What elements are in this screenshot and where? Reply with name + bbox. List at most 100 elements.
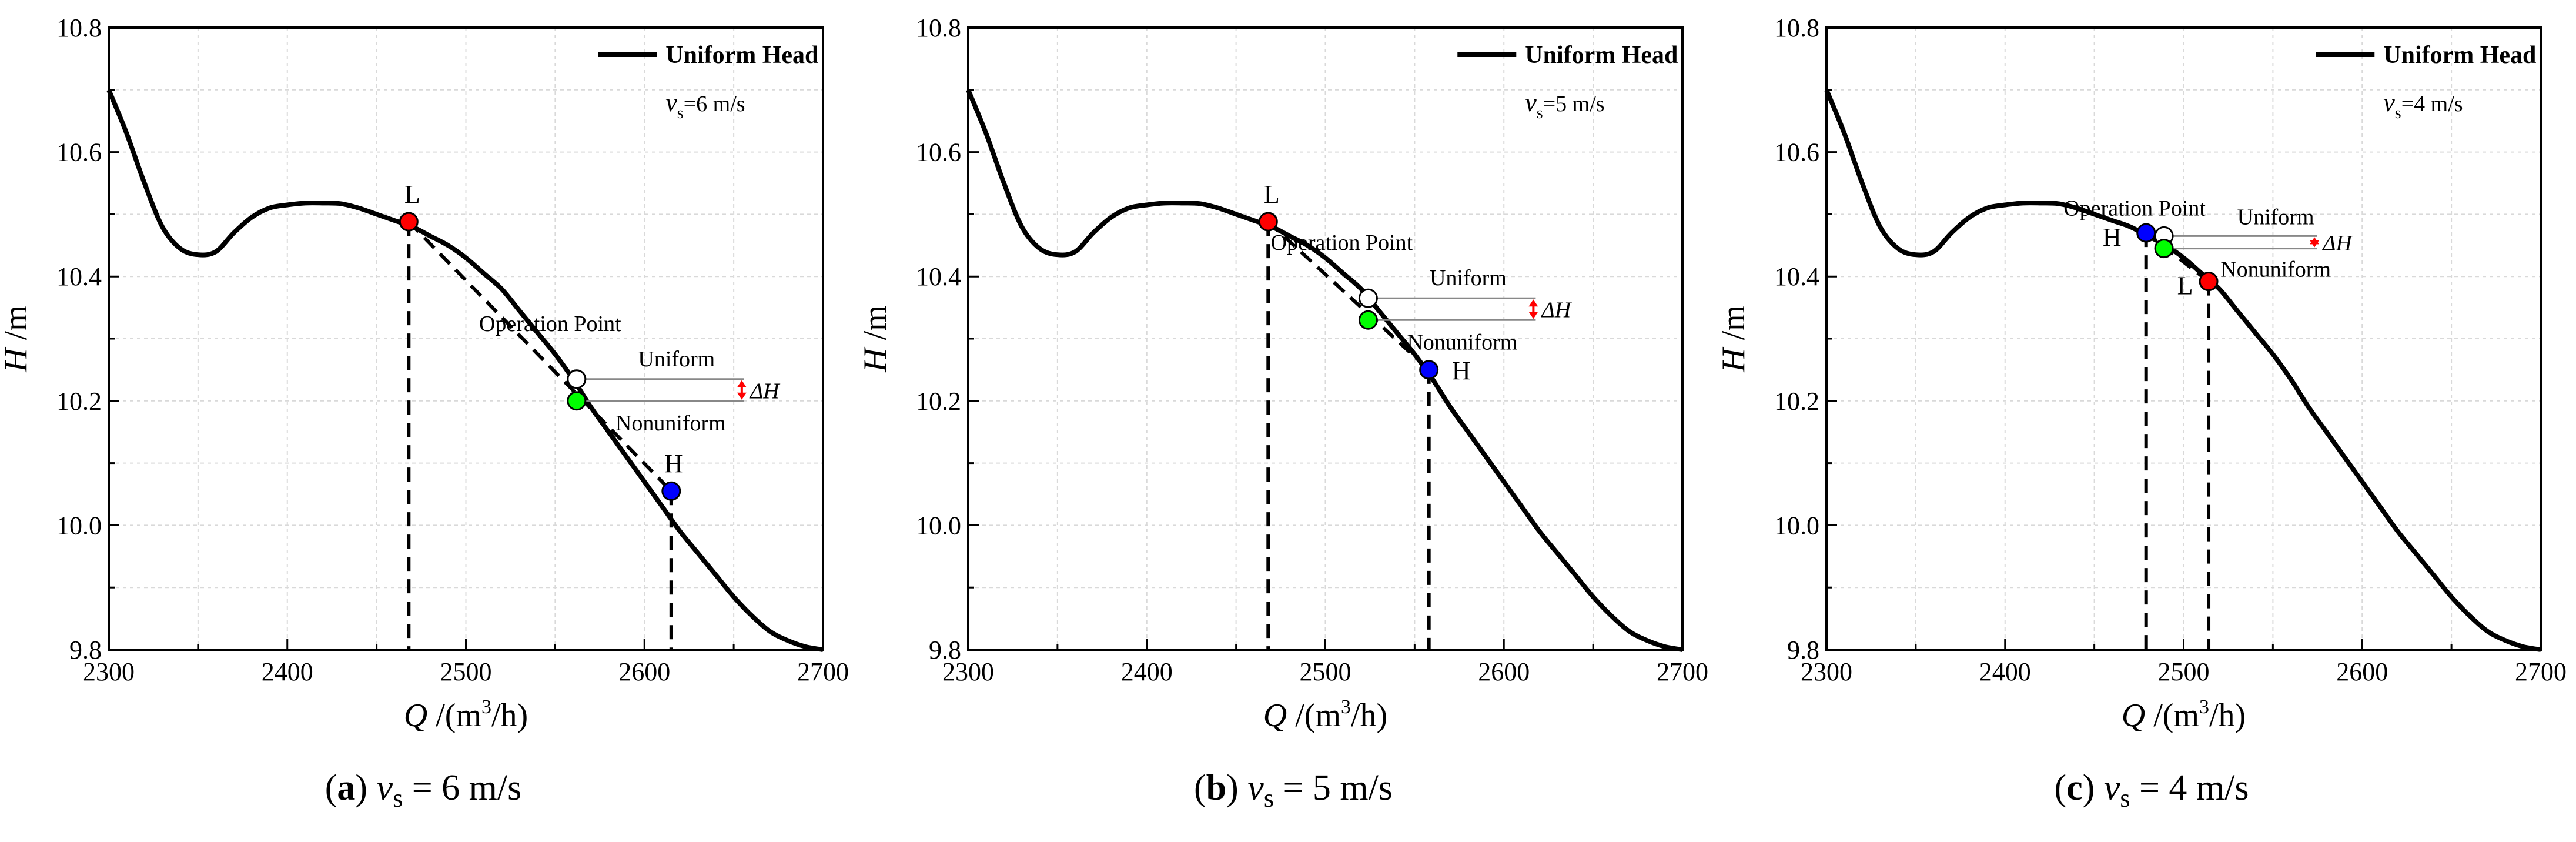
y-axis-unit: /m xyxy=(857,305,894,348)
operation-point-label: Operation Point xyxy=(479,312,621,336)
uniform-head-curve xyxy=(966,89,1683,652)
point-marker xyxy=(1258,212,1278,232)
dashed-chord-line xyxy=(1267,220,1430,372)
speed-label-symbol: v xyxy=(665,88,677,117)
y-tick-label: 10.8 xyxy=(1774,14,1819,42)
x-tick-label: 2500 xyxy=(440,657,492,686)
x-axis-unit-exponent: 3 xyxy=(481,696,491,718)
x-axis-title: Q /(m3/h) xyxy=(2122,696,2246,734)
y-axis-unit: /m xyxy=(1715,305,1752,348)
x-tick-label: 2400 xyxy=(1979,657,2031,686)
y-tick-label: 10.6 xyxy=(56,138,102,167)
point-marker xyxy=(2154,239,2174,259)
caption-subscript: s xyxy=(2120,784,2130,813)
y-tick-label: 9.8 xyxy=(929,636,961,664)
speed-label: vs=4 m/s xyxy=(2383,88,2463,122)
x-axis-unit-end: /h) xyxy=(1351,697,1387,734)
y-tick-label: 10.4 xyxy=(56,262,102,291)
point-marker xyxy=(399,212,419,232)
speed-label-symbol: v xyxy=(1525,88,1537,117)
x-axis-unit-start: /(m xyxy=(1287,697,1341,734)
x-axis-unit-exponent: 3 xyxy=(2199,696,2209,718)
y-tick-label: 10.8 xyxy=(56,14,102,42)
speed-label: vs=5 m/s xyxy=(1525,88,1604,122)
y-tick-label: 10.0 xyxy=(1774,511,1819,540)
x-axis-symbol: Q xyxy=(2122,697,2145,734)
caption-panel-letter: b xyxy=(1206,768,1226,808)
point-label-H: H xyxy=(2103,223,2122,252)
y-axis-symbol: H xyxy=(857,347,894,373)
x-axis-symbol: Q xyxy=(404,697,427,734)
caption-paren-close: ) xyxy=(2083,768,2104,808)
delta-h-label: ΔH xyxy=(1540,298,1572,323)
y-tick-label: 10.2 xyxy=(1774,387,1819,416)
point-marker xyxy=(567,369,587,389)
x-tick-label: 2600 xyxy=(1478,657,1530,686)
x-tick-label: 2700 xyxy=(1657,657,1708,686)
delta-h-arrowhead-up xyxy=(737,380,747,387)
point-marker xyxy=(1358,288,1378,308)
point-marker xyxy=(2136,223,2156,243)
caption-value: = 5 m/s xyxy=(1274,768,1393,808)
panel-caption: (b) vs = 5 m/s xyxy=(1194,768,1393,813)
y-axis-title: H /m xyxy=(1715,305,1752,373)
x-axis-unit-start: /(m xyxy=(427,697,481,734)
point-marker xyxy=(1358,310,1378,330)
uniform-label: Uniform xyxy=(2237,205,2314,229)
x-axis-unit-end: /h) xyxy=(2209,697,2246,734)
caption-paren-open: ( xyxy=(2054,768,2066,808)
y-tick-label: 10.8 xyxy=(916,14,961,42)
speed-label-value: =4 m/s xyxy=(2401,92,2463,116)
delta-h-arrowhead-down xyxy=(2310,240,2320,248)
x-tick-label: 2600 xyxy=(618,657,670,686)
y-tick-label: 10.6 xyxy=(916,138,961,167)
x-tick-label: 2300 xyxy=(83,657,135,686)
y-tick-label: 9.8 xyxy=(69,636,102,664)
operation-point-label: Operation Point xyxy=(1271,230,1413,255)
y-tick-label: 9.8 xyxy=(1787,636,1819,664)
y-tick-label: 10.4 xyxy=(916,262,961,291)
x-tick-label: 2400 xyxy=(1121,657,1173,686)
caption-panel-letter: c xyxy=(2066,768,2083,808)
speed-label-subscript: s xyxy=(2395,104,2401,122)
nonuniform-label: Nonuniform xyxy=(1407,330,1517,355)
panels: 2300 2400 2500 2600 2700 9.8 10.0 10.2 10.4 10.6 1… xyxy=(0,14,2567,734)
delta-h-arrowhead-down xyxy=(737,392,747,400)
delta-h-label: ΔH xyxy=(2321,231,2353,256)
uniform-head-curve xyxy=(106,89,824,652)
x-tick-label: 2700 xyxy=(2515,657,2567,686)
y-axis-symbol: H xyxy=(0,347,34,373)
caption-paren-open: ( xyxy=(1194,768,1206,808)
point-marker xyxy=(1419,360,1439,380)
delta-h-arrowhead-up xyxy=(1528,299,1538,307)
caption-paren-open: ( xyxy=(325,768,337,808)
x-axis-unit-exponent: 3 xyxy=(1341,696,1351,718)
uniform-head-curve xyxy=(1824,89,2541,652)
x-axis-unit-start: /(m xyxy=(2145,697,2199,734)
x-axis-unit-end: /h) xyxy=(491,697,528,734)
y-tick-label: 10.0 xyxy=(916,511,961,540)
y-axis-symbol: H xyxy=(1715,347,1752,373)
legend-label: Uniform Head xyxy=(1525,42,1678,69)
point-marker xyxy=(567,391,587,411)
point-marker xyxy=(2199,272,2219,292)
dashed-chord-line xyxy=(2145,231,2210,283)
speed-label-symbol: v xyxy=(2383,88,2395,117)
speed-label-subscript: s xyxy=(1537,104,1543,122)
point-label-L: L xyxy=(1264,180,1280,209)
chart-panel-1: 2300 2400 2500 2600 2700 9.8 10.0 10.2 10.4 10.6 1… xyxy=(0,14,849,734)
speed-label-value: =5 m/s xyxy=(1543,92,1605,116)
x-tick-label: 2300 xyxy=(942,657,994,686)
panel-caption: (a) vs = 6 m/s xyxy=(325,768,522,813)
speed-label: vs=6 m/s xyxy=(665,88,745,122)
caption-panel-letter: a xyxy=(337,768,355,808)
legend-label: Uniform Head xyxy=(665,42,818,69)
x-tick-label: 2600 xyxy=(2336,657,2388,686)
y-tick-label: 10.2 xyxy=(916,387,961,416)
nonuniform-label: Nonuniform xyxy=(615,411,726,436)
grid xyxy=(968,28,1682,650)
x-tick-label: 2500 xyxy=(2158,657,2210,686)
x-axis-symbol: Q xyxy=(1263,697,1287,734)
x-tick-label: 2400 xyxy=(262,657,313,686)
